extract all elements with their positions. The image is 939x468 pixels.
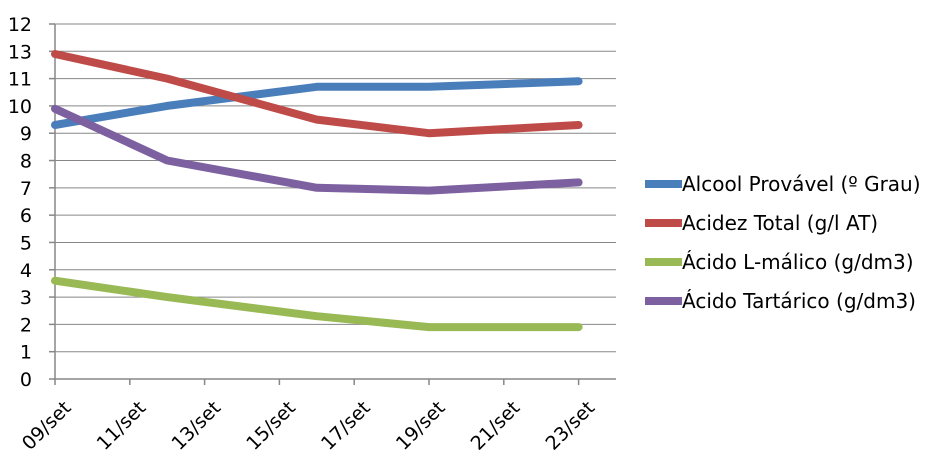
x-tick-label: 15/set — [242, 397, 300, 455]
y-tick-label: 7 — [20, 178, 32, 200]
legend-label-3: Ácido Tartárico (g/dm3) — [682, 289, 916, 313]
y-tick-label: 10 — [8, 96, 32, 118]
y-tick-label: 5 — [20, 232, 32, 254]
x-tick-label: 21/set — [467, 397, 525, 455]
legend-label-2: Ácido L-málico (g/dm3) — [682, 250, 914, 274]
y-tick-label: 12 — [8, 14, 32, 36]
y-tick-label: 4 — [20, 260, 32, 282]
y-tick-label: 13 — [8, 41, 32, 63]
legend-label-1: Acidez Total (g/l AT) — [682, 211, 878, 235]
y-tick-label: 2 — [20, 314, 32, 336]
y-tick-label: 0 — [20, 369, 32, 391]
x-tick-label: 23/set — [541, 397, 599, 455]
series-line-3 — [51, 104, 583, 195]
legend-label-0: Alcool Provável (º Grau) — [682, 172, 921, 196]
x-tick-label: 11/set — [93, 397, 151, 455]
x-tick-label: 19/set — [392, 397, 450, 455]
y-tick-label: 3 — [20, 287, 32, 309]
y-tick-label: 6 — [20, 205, 32, 227]
series-line-0 — [51, 77, 583, 129]
x-tick-label: 09/set — [18, 397, 76, 455]
y-tick-label: 11 — [8, 69, 32, 91]
legend: Alcool Provável (º Grau) Acidez Total (g/… — [645, 172, 921, 313]
series-line-1 — [51, 50, 583, 138]
series-line-2 — [51, 276, 583, 332]
y-tick-label: 8 — [20, 151, 32, 173]
x-tick-label: 13/set — [167, 397, 225, 455]
x-tick-label: 17/set — [317, 397, 375, 455]
x-tick-labels: 09/set 11/set 13/set 15/set 17/set 19/set 21/s… — [18, 397, 599, 455]
y-tick-label: 1 — [20, 342, 32, 364]
y-tick-label: 9 — [20, 123, 32, 145]
axes — [49, 23, 616, 385]
series-lines — [51, 50, 583, 332]
